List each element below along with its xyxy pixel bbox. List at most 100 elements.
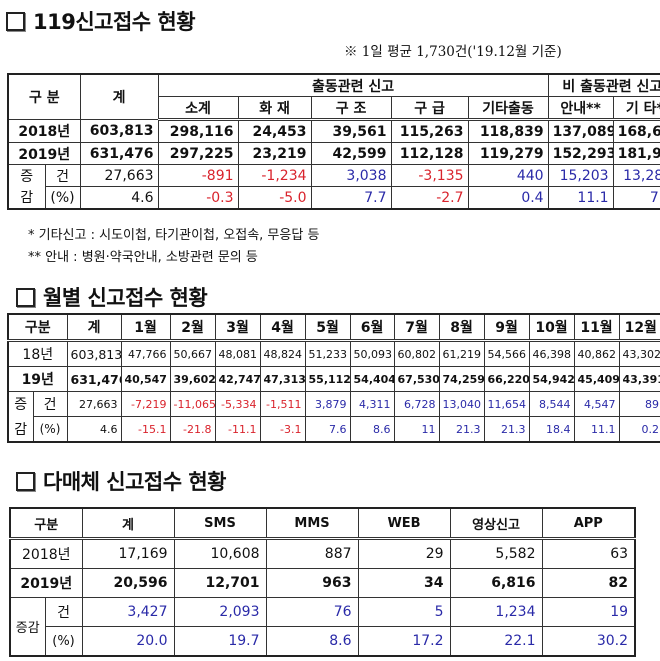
cell: 3,427: [81, 597, 175, 627]
cell: 19: [541, 597, 636, 627]
row-label: 2018년: [7, 119, 81, 143]
cell: 40,547: [120, 366, 171, 392]
cell: 76: [265, 597, 359, 627]
cell: -11,065: [169, 391, 216, 417]
cell: 1,234: [449, 597, 543, 627]
header-month: 2월: [169, 313, 216, 342]
cell: 8,544: [528, 391, 575, 417]
daily-average-note: ※ 1일 평균 1,730건('19.12월 기준): [344, 44, 562, 60]
cell: 18.4: [528, 416, 575, 443]
table-monthly-reports: 구분 계 1월 2월 3월 4월 5월 6월 7월 8월 9월 10월 11월 …: [7, 313, 660, 443]
cell: 21.3: [438, 416, 485, 443]
table-row-change-percent: 감 (%) 4.6 -15.1 -21.8 -11.1 -3.1 7.6 8.6…: [7, 416, 660, 443]
header-total: 계: [79, 73, 159, 120]
cell: 5,582: [449, 538, 543, 569]
header-row: 구분 계 SMS MMS WEB 영상신고 APP: [9, 507, 636, 540]
cell: 5: [357, 597, 451, 627]
table-row-2019: 2019년 20,596 12,701 963 34 6,816 82: [9, 568, 636, 598]
cell: -5.0: [237, 186, 312, 210]
cell: 115,263: [390, 119, 469, 143]
cell: 4,547: [573, 391, 620, 417]
row-label: (%): [44, 186, 81, 210]
table-row-2018: 2018년 17,169 10,608 887 29 5,582 63: [9, 538, 636, 569]
cell: 4.6: [79, 186, 159, 210]
cell: 39,602: [169, 366, 216, 392]
row-label: (%): [44, 626, 83, 657]
table-row-change-count: 증 건 27,663 -7,219 -11,065 -5,334 -1,511 …: [7, 391, 660, 417]
cell: 0.4: [467, 186, 549, 210]
cell: -11.1: [214, 416, 261, 443]
table-row-19: 19년 631,476 40,547 39,602 42,747 47,313 …: [7, 366, 660, 392]
cell: 50,667: [169, 340, 216, 367]
cell: 11: [393, 416, 440, 443]
cell: -7,219: [120, 391, 171, 417]
cell: 24,453: [237, 119, 312, 143]
cell: 13,040: [438, 391, 485, 417]
cell: -2.7: [390, 186, 469, 210]
cell: 43,391: [618, 366, 660, 392]
header-app: APP: [541, 507, 636, 540]
cell: 66,220: [483, 366, 530, 392]
table-119-reports: 구 분 계 출동관련 신고 비 출동관련 신고 소계 화 재 구 조 구 급 기…: [7, 73, 660, 210]
cell: 137,089: [547, 119, 614, 143]
row-label: 18년: [7, 340, 68, 367]
cell: 34: [357, 568, 451, 598]
cell: 297,225: [157, 142, 239, 165]
header-month: 9월: [483, 313, 530, 342]
cell: 42,599: [310, 142, 392, 165]
header-total: 계: [81, 507, 175, 540]
cell: 20.0: [81, 626, 175, 657]
cell: 48,081: [214, 340, 261, 367]
cell: 42,747: [214, 366, 261, 392]
cell: 74,259: [438, 366, 485, 392]
checkbox-square-icon: [16, 471, 35, 491]
table-row-change-percent: (%) 20.0 19.7 8.6 17.2 22.1 30.2: [10, 626, 636, 657]
table-row-change-percent: 감 (%) 4.6 -0.3 -5.0 7.7 -2.7 0.4 11.1 7.…: [7, 186, 660, 210]
cell: 55,112: [304, 366, 351, 392]
section-title-text: 119신고접수 현황: [33, 10, 196, 34]
row-label: 건: [44, 597, 83, 627]
cell: 6,816: [449, 568, 543, 598]
cell: -1,511: [259, 391, 306, 417]
header-fire: 화 재: [237, 96, 312, 121]
cell: 82: [541, 568, 636, 598]
cell: -1,234: [237, 164, 312, 187]
header-mms: MMS: [265, 507, 359, 540]
change-label-bottom: 감: [7, 416, 34, 443]
cell: -3,135: [390, 164, 469, 187]
cell: -15.1: [120, 416, 171, 443]
header-rescue: 구 조: [310, 96, 392, 121]
cell: 6,728: [393, 391, 440, 417]
cell: 298,116: [157, 119, 239, 143]
cell: 8.6: [265, 626, 359, 657]
cell: 631,476: [79, 142, 159, 165]
header-month: 11월: [573, 313, 620, 342]
header-month: 7월: [393, 313, 440, 342]
cell: 47,766: [120, 340, 171, 367]
cell: 22.1: [449, 626, 543, 657]
cell: 54,566: [483, 340, 530, 367]
cell: -0.3: [157, 186, 239, 210]
cell: 2,093: [173, 597, 267, 627]
footnote-other: * 기타신고 : 시도이첩, 타기관이첩, 오접속, 무응답 등: [28, 228, 320, 243]
cell: 40,862: [573, 340, 620, 367]
cell: 13,287: [612, 164, 660, 187]
change-label-bottom: 감: [7, 186, 46, 210]
table-row-18: 18년 603,813 47,766 50,667 48,081 48,824 …: [7, 340, 660, 367]
cell: 4,311: [349, 391, 395, 417]
header-month: 12월: [618, 313, 660, 342]
checkbox-square-icon: [6, 11, 25, 31]
header-category: 구 분: [7, 73, 81, 120]
cell: 67,530: [393, 366, 440, 392]
cell: 47,313: [259, 366, 306, 392]
cell: 0.2: [618, 416, 660, 443]
cell: 887: [265, 538, 359, 569]
header-subtotal: 소계: [157, 96, 239, 121]
cell: 603,813: [66, 340, 122, 367]
cell: 15,203: [547, 164, 614, 187]
cell: 11,654: [483, 391, 530, 417]
cell: 112,128: [390, 142, 469, 165]
row-label: (%): [32, 416, 68, 443]
section-title-text: 월별 신고접수 현황: [43, 286, 208, 310]
header-row: 구분 계 1월 2월 3월 4월 5월 6월 7월 8월 9월 10월 11월 …: [7, 313, 660, 342]
